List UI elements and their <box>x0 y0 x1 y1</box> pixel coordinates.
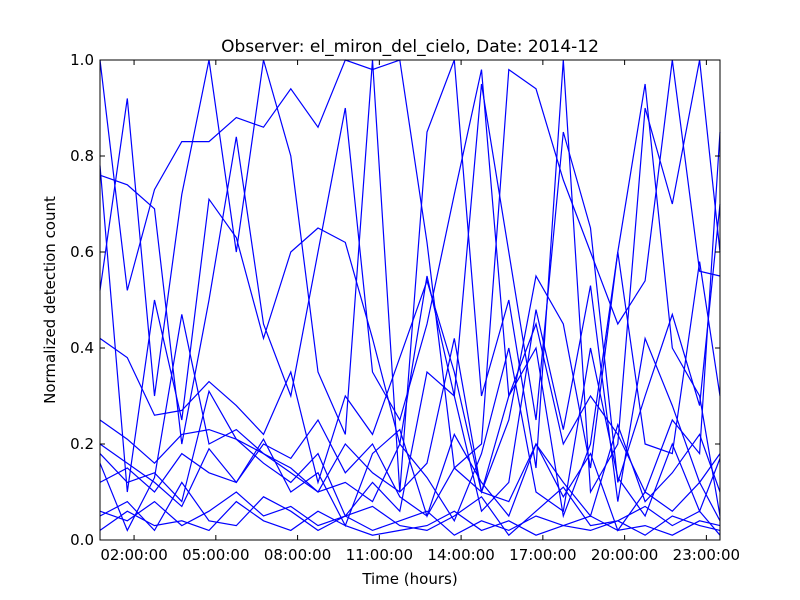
chart-title: Observer: el_miron_del_cielo, Date: 2014… <box>221 37 599 57</box>
x-tick-label: 20:00:00 <box>591 546 658 564</box>
x-tick-label: 17:00:00 <box>509 546 576 564</box>
series-line-13 <box>99 314 721 532</box>
tick-layer: 02:00:00 05:00:00 08:00:00 11:00:00 14:00:00… <box>70 51 740 564</box>
y-tick-label: 0.0 <box>70 531 94 549</box>
x-tick-label: 08:00:00 <box>264 546 331 564</box>
x-tick-label: 02:00:00 <box>100 546 167 564</box>
series-line-5 <box>99 131 721 494</box>
series-line-2 <box>99 69 721 519</box>
x-axis-label: Time (hours) <box>361 570 457 588</box>
x-tick-label: 11:00:00 <box>346 546 413 564</box>
plot-frame <box>99 59 721 541</box>
series-line-12 <box>99 481 721 537</box>
series-line-1 <box>99 59 721 470</box>
series-line-6 <box>99 285 721 518</box>
series-line-8 <box>99 418 721 518</box>
y-axis-label: Normalized detection count <box>41 196 59 404</box>
x-tick-label: 14:00:00 <box>427 546 494 564</box>
x-tick-label: 23:00:00 <box>673 546 740 564</box>
y-tick-label: 0.6 <box>70 243 94 261</box>
y-tick-label: 0.4 <box>70 339 94 357</box>
y-tick-label: 1.0 <box>70 51 94 69</box>
series-line-3 <box>99 59 721 495</box>
x-tick-label: 05:00:00 <box>182 546 249 564</box>
series-line-4 <box>99 83 721 493</box>
series-layer <box>99 59 721 537</box>
y-tick-label: 0.2 <box>70 435 94 453</box>
y-tick-label: 0.8 <box>70 147 94 165</box>
series-line-10 <box>99 251 721 495</box>
series-line-11 <box>99 428 721 532</box>
